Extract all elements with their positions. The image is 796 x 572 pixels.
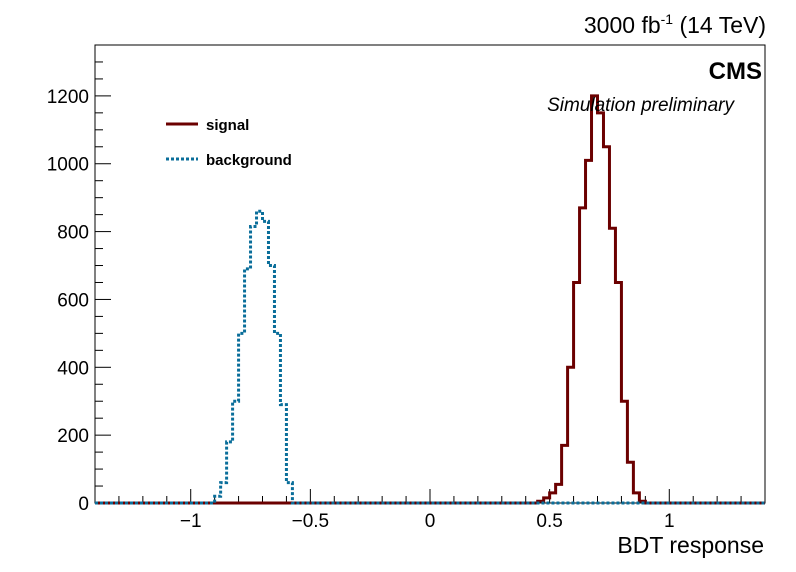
y-tick-label: 0: [78, 494, 89, 515]
status-label: Simulation preliminary: [547, 95, 734, 116]
background-legend-label: background: [206, 152, 292, 169]
luminosity-label: 3000 fb-1 (14 TeV): [583, 11, 766, 38]
y-tick-label: 800: [57, 223, 89, 244]
histogram-series: [95, 94, 765, 505]
x-axis-label: BDT response: [617, 532, 764, 558]
y-tick-label: 600: [57, 290, 89, 311]
y-tick-label: 1000: [47, 155, 89, 176]
axis-tick-labels: −1 −0.5 0 0.5 1 0 200 400 600 800 1000 1200: [47, 87, 675, 532]
y-tick-label: 400: [57, 358, 89, 379]
signal-legend-label: signal: [206, 117, 249, 134]
x-tick-label: 0.5: [536, 511, 562, 532]
signal-histogram: [95, 94, 765, 505]
x-tick-label: −0.5: [292, 511, 330, 532]
y-tick-label: 200: [57, 426, 89, 447]
x-tick-label: 0: [425, 511, 436, 532]
experiment-label: CMS: [708, 58, 762, 85]
x-tick-label: 1: [664, 511, 675, 532]
x-tick-label: −1: [180, 511, 202, 532]
y-tick-label: 1200: [47, 87, 89, 108]
background-histogram: [95, 209, 765, 505]
legend: signal background: [166, 117, 292, 169]
